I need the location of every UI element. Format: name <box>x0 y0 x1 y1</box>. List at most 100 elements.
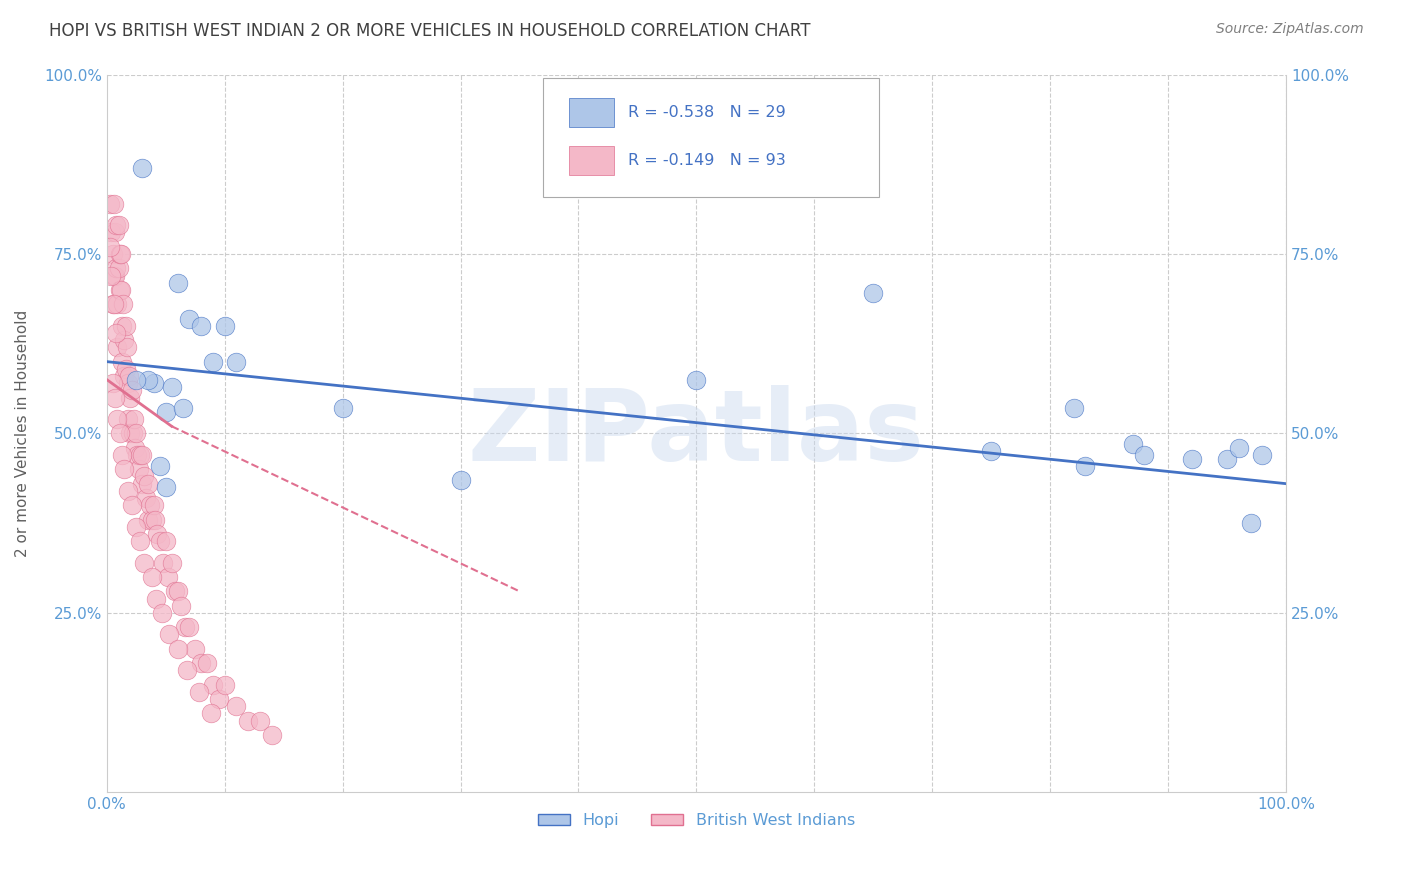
Point <box>225 354 247 368</box>
Point <box>166 584 188 599</box>
Point <box>862 286 884 301</box>
Point <box>98 240 121 254</box>
Point <box>105 326 128 340</box>
Point <box>149 458 172 473</box>
Point <box>131 476 153 491</box>
Text: R = -0.149   N = 93: R = -0.149 N = 93 <box>628 153 786 169</box>
Point <box>179 311 201 326</box>
Point <box>104 391 127 405</box>
Point <box>105 340 128 354</box>
Point <box>143 512 166 526</box>
Point <box>190 656 212 670</box>
Legend: Hopi, British West Indians: Hopi, British West Indians <box>531 806 862 835</box>
Point <box>121 498 143 512</box>
Point <box>155 534 177 549</box>
Point <box>110 247 132 261</box>
Text: R = -0.538   N = 29: R = -0.538 N = 29 <box>628 105 786 120</box>
Point <box>214 318 236 333</box>
Point <box>112 297 135 311</box>
Point <box>1227 441 1250 455</box>
Point <box>157 627 180 641</box>
Point <box>157 570 180 584</box>
Point <box>214 678 236 692</box>
Point <box>105 412 128 426</box>
Point <box>107 219 129 233</box>
Point <box>450 473 472 487</box>
FancyBboxPatch shape <box>543 78 879 196</box>
Point <box>685 373 707 387</box>
Point <box>184 641 207 656</box>
Point <box>105 261 128 276</box>
Point <box>114 361 136 376</box>
Point <box>120 391 142 405</box>
FancyBboxPatch shape <box>569 146 614 175</box>
Point <box>108 283 131 297</box>
Point <box>104 268 127 283</box>
Point <box>152 556 174 570</box>
Point <box>195 656 218 670</box>
Point <box>142 498 165 512</box>
Point <box>190 318 212 333</box>
Point <box>107 261 129 276</box>
Text: ZIPatlas: ZIPatlas <box>468 385 925 482</box>
Point <box>160 556 183 570</box>
Point <box>980 444 1002 458</box>
Point <box>208 692 231 706</box>
Point <box>128 448 150 462</box>
Point <box>238 714 260 728</box>
Point <box>111 448 134 462</box>
Point <box>131 448 153 462</box>
Point <box>139 498 162 512</box>
Point <box>101 297 124 311</box>
Point <box>260 728 283 742</box>
Text: HOPI VS BRITISH WEST INDIAN 2 OR MORE VEHICLES IN HOUSEHOLD CORRELATION CHART: HOPI VS BRITISH WEST INDIAN 2 OR MORE VE… <box>49 22 811 40</box>
Point <box>179 620 201 634</box>
Point <box>225 699 247 714</box>
Point <box>249 714 271 728</box>
Point <box>110 283 132 297</box>
Point <box>150 606 173 620</box>
Point <box>141 570 163 584</box>
Point <box>141 512 163 526</box>
Point <box>108 426 131 441</box>
Point <box>135 491 157 505</box>
Point <box>111 354 134 368</box>
Point <box>166 276 188 290</box>
Point <box>1251 448 1274 462</box>
Point <box>1181 451 1204 466</box>
Point <box>201 678 224 692</box>
Point <box>176 663 198 677</box>
Point <box>103 297 125 311</box>
Point <box>160 380 183 394</box>
Point <box>120 426 142 441</box>
Point <box>121 426 143 441</box>
Point <box>111 318 134 333</box>
Point <box>122 412 145 426</box>
Point <box>1239 516 1261 530</box>
Point <box>146 527 169 541</box>
Point <box>114 369 136 384</box>
Point <box>117 376 139 391</box>
Point <box>125 426 148 441</box>
Point <box>149 534 172 549</box>
Point <box>127 448 149 462</box>
Point <box>118 369 141 384</box>
Point <box>104 226 127 240</box>
Point <box>187 685 209 699</box>
Point <box>125 373 148 387</box>
Point <box>114 333 136 347</box>
Point <box>142 376 165 391</box>
FancyBboxPatch shape <box>569 98 614 127</box>
Point <box>103 196 125 211</box>
Point <box>108 247 131 261</box>
Point <box>131 161 153 175</box>
Point <box>170 599 193 613</box>
Point <box>114 318 136 333</box>
Point <box>165 584 187 599</box>
Point <box>1122 437 1144 451</box>
Point <box>105 297 128 311</box>
Point <box>117 412 139 426</box>
Point <box>103 268 125 283</box>
Point <box>1063 401 1085 416</box>
Point <box>101 247 124 261</box>
